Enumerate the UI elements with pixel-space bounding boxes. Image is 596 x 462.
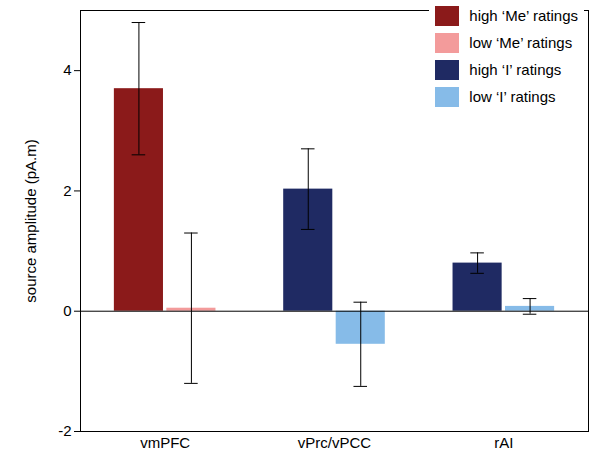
svg-text:2: 2 <box>63 182 71 199</box>
svg-text:vmPFC: vmPFC <box>140 434 190 451</box>
svg-text:source amplitude (pA.m): source amplitude (pA.m) <box>22 139 39 302</box>
html-text:low ‘Me’ ratings: low ‘Me’ ratings <box>469 34 573 51</box>
svg-text:vPrc/vPCC: vPrc/vPCC <box>298 434 372 451</box>
svg-text:rAI: rAI <box>494 434 513 451</box>
svg-text:4: 4 <box>63 61 71 78</box>
svg-text:-2: -2 <box>58 422 71 439</box>
html-text:high ‘I’ ratings: high ‘I’ ratings <box>469 61 562 78</box>
html-text:low ‘I’ ratings: low ‘I’ ratings <box>469 88 556 105</box>
svg-text:0: 0 <box>63 302 71 319</box>
html-text:high ‘Me’ ratings: high ‘Me’ ratings <box>469 7 578 24</box>
